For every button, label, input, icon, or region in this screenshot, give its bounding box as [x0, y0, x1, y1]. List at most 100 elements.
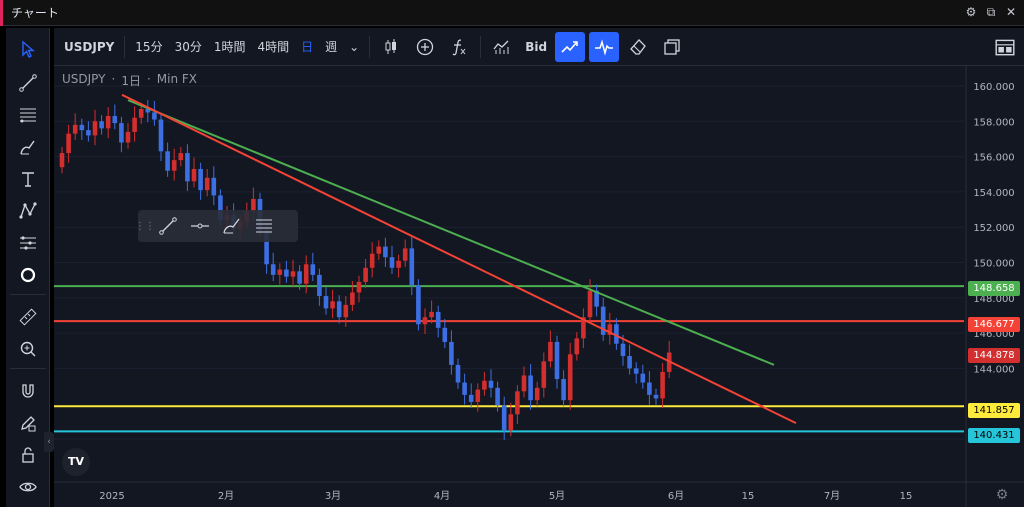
toolbar-divider [369, 35, 371, 58]
drag-handle[interactable]: ⋮⋮ [135, 220, 155, 232]
price-tick-label: 154.000 [973, 188, 1014, 199]
magnet-icon [22, 384, 34, 398]
interval-week[interactable]: 週 [325, 39, 338, 54]
symbol-selector[interactable]: USDJPY [64, 39, 115, 54]
candle-body [495, 387, 500, 406]
candle-body [369, 253, 375, 268]
toolbar-divider [10, 294, 46, 295]
candle-body [521, 375, 527, 392]
candle-body [508, 414, 514, 431]
window-layout-icon [995, 39, 1015, 56]
pulse-mode-button[interactable] [589, 31, 620, 62]
candle-body [79, 124, 85, 131]
price-chart[interactable]: 160.000 158.000 156.000 154.000 152.000 150.0… [54, 66, 1024, 507]
line-mode-button[interactable] [555, 31, 586, 62]
lock-tool[interactable] [12, 440, 44, 470]
candle-body [350, 292, 355, 305]
candle-body [660, 371, 665, 399]
fib-tool[interactable] [12, 100, 44, 130]
candle-body [567, 354, 573, 401]
price-tick-label: 144.000 [973, 364, 1014, 375]
candle-body [277, 269, 283, 275]
candle-body [86, 130, 91, 136]
ft-fib[interactable] [248, 210, 280, 242]
interval-day[interactable]: 日 [301, 39, 314, 54]
cursor-tool[interactable] [12, 34, 44, 64]
candle-body [442, 327, 448, 342]
candle-body [303, 264, 309, 284]
chart-pane[interactable]: 160.000 158.000 156.000 154.000 152.000 150.0… [54, 66, 1024, 507]
chart-type-button[interactable] [376, 32, 406, 62]
visibility-tool[interactable] [12, 472, 44, 502]
settings-icon[interactable]: ⚙ [965, 5, 977, 19]
text-tool[interactable] [12, 164, 44, 194]
candle-body [251, 198, 256, 212]
compare-button[interactable] [410, 32, 440, 62]
candle-body [297, 271, 302, 284]
interval-15m[interactable]: 15分 [135, 39, 163, 54]
shape-tool[interactable] [12, 260, 44, 290]
price-tick-label: 152.000 [973, 223, 1014, 234]
candle-body [336, 301, 342, 318]
gear-icon[interactable]: ⚙ [995, 487, 1009, 503]
window-layout-button[interactable] [990, 32, 1020, 62]
interval-dropdown[interactable]: ⌄ [343, 32, 365, 62]
function-icon [452, 38, 466, 55]
brush-tool[interactable] [12, 132, 44, 162]
interval-1h[interactable]: 1時間 [213, 39, 246, 54]
candle-body [323, 296, 329, 309]
candle-body [119, 123, 124, 143]
collapse-toolbar-button[interactable]: ‹ [44, 432, 54, 452]
time-tick-label: 3月 [325, 490, 341, 502]
interval-4h[interactable]: 4時間 [257, 39, 290, 54]
floating-drawing-toolbar[interactable]: ⋮⋮ [135, 210, 298, 242]
candle-body [600, 306, 606, 335]
candle-body [92, 121, 98, 136]
bid-ask-toggle[interactable]: Bid [525, 39, 548, 54]
candle-body [158, 119, 164, 152]
interval-30m[interactable]: 30分 [174, 39, 202, 54]
candle-body [548, 341, 553, 362]
magnet-tool[interactable] [12, 376, 44, 406]
forecast-tool[interactable] [12, 228, 44, 258]
zoom-tool[interactable] [12, 334, 44, 364]
ft-brush[interactable] [216, 210, 248, 242]
trend-line-tool[interactable] [12, 68, 44, 98]
price-tick-label: 148.000 [973, 294, 1014, 305]
layout-button[interactable] [657, 32, 687, 62]
time-tick-label: 7月 [824, 490, 840, 502]
financials-button[interactable] [487, 32, 517, 62]
ft-trend-line[interactable] [152, 210, 184, 242]
candle-body [640, 373, 646, 383]
red-trend-line [121, 93, 797, 425]
candle-body [204, 177, 210, 191]
candle-body [501, 405, 507, 431]
legend-separator: · [146, 72, 151, 86]
pattern-tool[interactable] [12, 196, 44, 226]
candle-body [59, 153, 65, 168]
candle-body [112, 116, 118, 124]
candle-body [574, 338, 580, 355]
popout-icon[interactable]: ⧉ [986, 5, 996, 19]
copy-icon [664, 38, 680, 55]
candle-body [125, 131, 131, 143]
candle-body [105, 116, 111, 129]
ft-horizontal-line[interactable] [184, 210, 216, 242]
measure-tool[interactable] [12, 302, 44, 332]
price-tick-label: 150.000 [973, 259, 1014, 270]
clear-drawings-button[interactable] [623, 32, 653, 62]
lock-drawing-tool[interactable] [12, 408, 44, 438]
indicators-button[interactable] [444, 32, 474, 62]
candlestick-icon [385, 38, 397, 54]
candle-body [633, 368, 639, 374]
time-tick-label: 4月 [434, 490, 450, 502]
text-icon [22, 172, 34, 187]
zoom-in-icon [20, 341, 36, 357]
candle-body [581, 317, 586, 339]
close-icon[interactable]: ✕ [1005, 5, 1017, 19]
chart-toolbar: USDJPY 15分 30分 1時間 4時間 日 週 ⌄ Bid [54, 28, 1024, 66]
tradingview-logo[interactable]: TV [62, 448, 90, 476]
time-tick-label: 5月 [549, 490, 565, 502]
toolbar-divider [480, 35, 482, 58]
fib-retracement-icon [256, 219, 272, 233]
